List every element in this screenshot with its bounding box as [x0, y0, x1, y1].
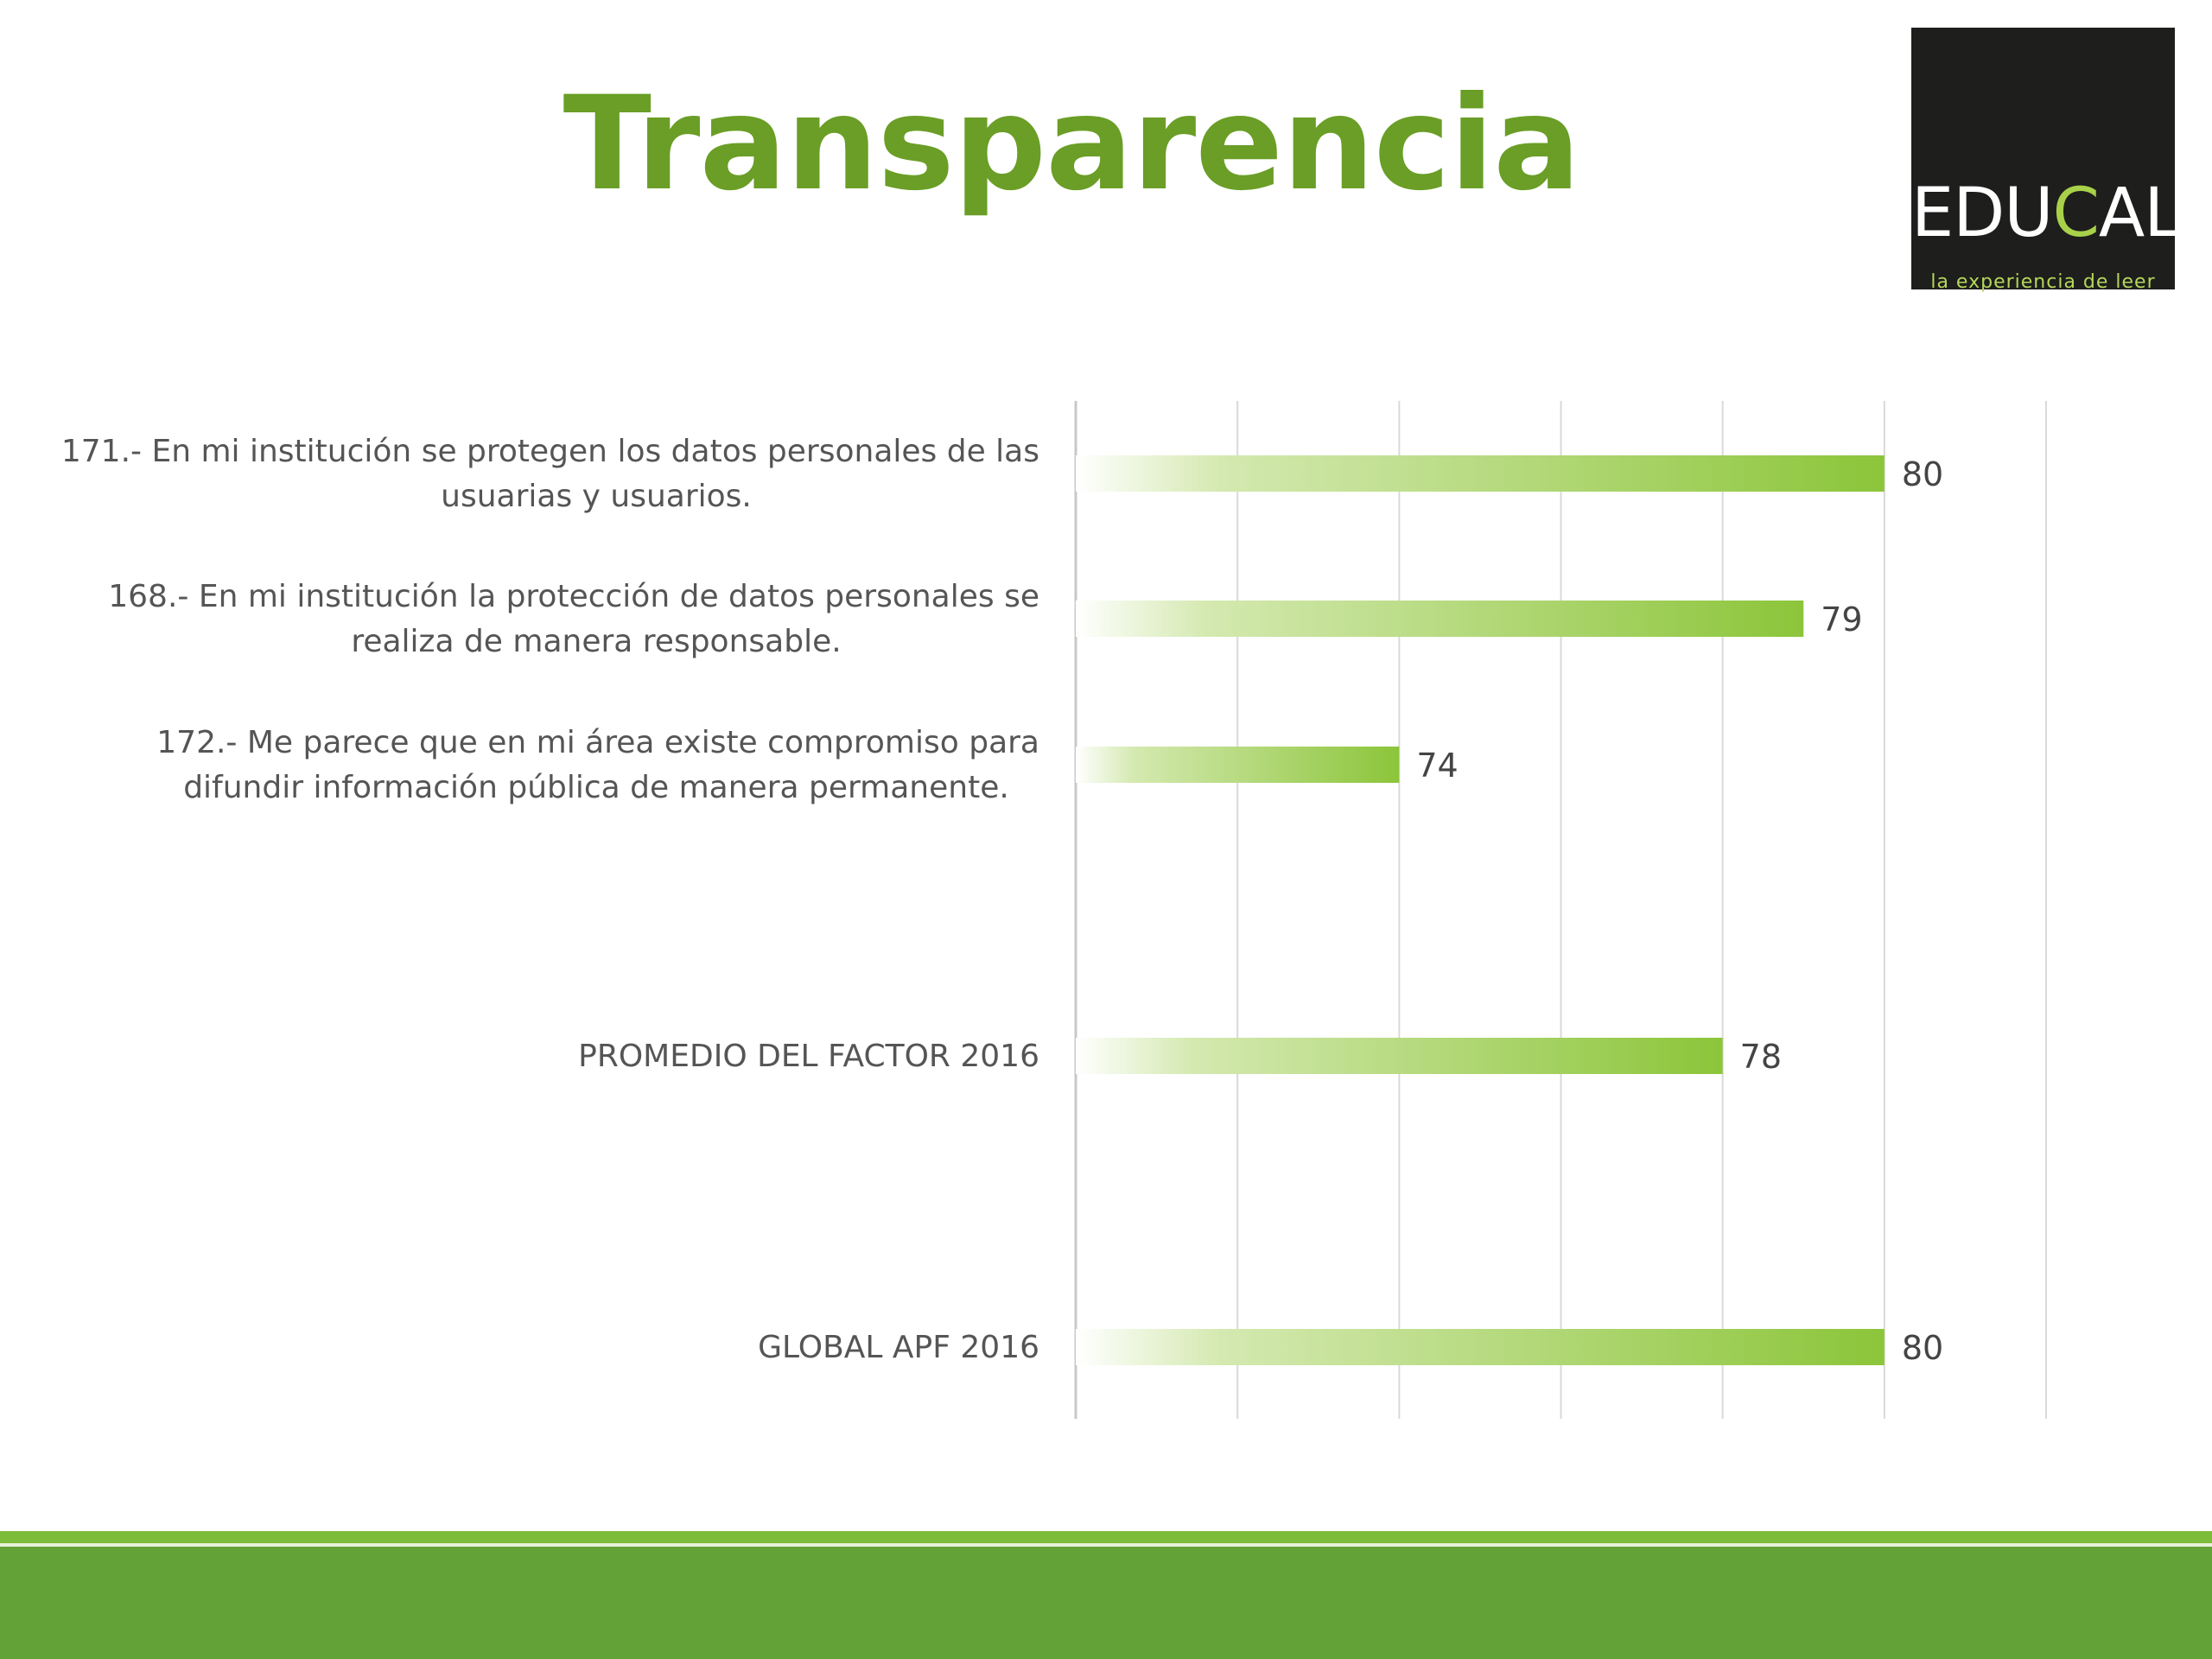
data-labels: 80 79 74 78 80	[1416, 455, 1943, 1367]
category-label: 172.- Me parece que en mi área existe co…	[156, 725, 1039, 760]
bar	[1076, 747, 1400, 783]
category-label: 171.- En mi institución se protegen los …	[61, 434, 1039, 469]
footer-band	[0, 1547, 2212, 1659]
bars	[1076, 455, 1885, 1365]
footer-divider	[0, 1543, 2212, 1547]
category-label: realiza de manera responsable.	[351, 624, 841, 659]
bar	[1076, 1329, 1885, 1365]
gridlines	[1074, 401, 2047, 1419]
category-label: usuarias y usuarios.	[441, 479, 752, 514]
category-label: PROMEDIO DEL FACTOR 2016	[578, 1039, 1039, 1074]
bar	[1076, 1038, 1723, 1074]
category-label: 168.- En mi institución la protección de…	[108, 579, 1039, 614]
data-label: 78	[1740, 1038, 1782, 1076]
category-label: GLOBAL APF 2016	[758, 1330, 1039, 1365]
logo-name: EDUCAL	[1911, 175, 2182, 252]
category-label: difundir información pública de manera p…	[183, 770, 1009, 805]
educal-logo: EDUCAL la experiencia de leer	[1911, 28, 2182, 293]
category-labels: 171.- En mi institución se protegen los …	[61, 434, 1039, 1365]
bar	[1076, 601, 1804, 637]
data-label: 79	[1821, 601, 1862, 639]
bar-chart: 171.- En mi institución se protegen los …	[61, 401, 2047, 1419]
data-label: 80	[1902, 1329, 1943, 1367]
footer-stripe	[0, 1531, 2212, 1543]
logo-tagline: la experiencia de leer	[1930, 271, 2156, 293]
data-label: 74	[1416, 747, 1458, 785]
slide-title: Transparencia	[563, 69, 1581, 219]
bar	[1076, 455, 1885, 492]
data-label: 80	[1902, 455, 1943, 493]
